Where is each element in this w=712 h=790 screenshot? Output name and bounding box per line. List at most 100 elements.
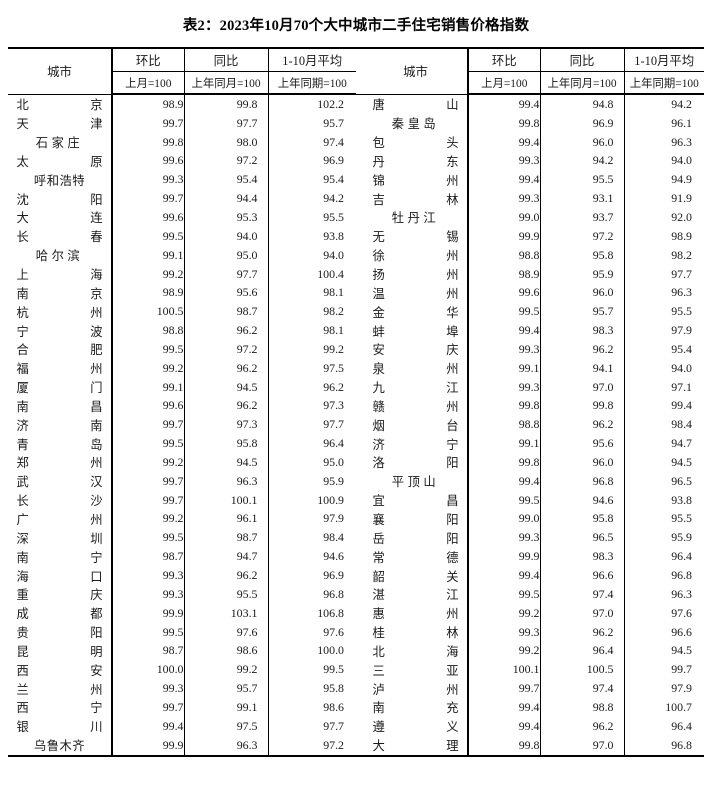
mom-value-right: 100.1: [467, 660, 540, 680]
city-name: 常德: [372, 550, 459, 565]
city-name: 大连: [16, 211, 103, 226]
price-index-table-wrapper: 城市 环比 同比 1-10月平均 城市 环比 同比 1-10月平均 上月=100…: [8, 47, 704, 757]
yoy-value-right: 96.2: [539, 622, 624, 642]
mom-value-right: 98.8: [467, 415, 540, 435]
city-cell-left: 石家庄: [8, 133, 112, 152]
city-name: 深圳: [16, 531, 103, 546]
city-name: 泉州: [372, 362, 459, 377]
avg-value-right: 98.4: [623, 415, 704, 435]
avg-value-right: 95.4: [623, 339, 704, 359]
mom-value-right: 99.1: [467, 434, 540, 454]
yoy-value-right: 97.2: [539, 226, 624, 246]
row-spacer: [356, 152, 364, 171]
avg-value-left: 95.9: [267, 471, 356, 491]
city-name: 成都: [16, 607, 103, 622]
city-name: 扬州: [372, 268, 459, 283]
yoy-value-left: 99.8: [183, 94, 268, 114]
city-name: 杭州: [16, 305, 103, 320]
mom-value-right: 99.4: [467, 471, 540, 491]
city-name: 宜昌: [372, 494, 459, 509]
avg-value-left: 93.8: [267, 226, 356, 246]
avg-value-left: 97.5: [267, 358, 356, 378]
yoy-value-right: 97.0: [539, 603, 624, 623]
city-name: 合肥: [16, 343, 103, 358]
avg-value-right: 96.3: [623, 584, 704, 604]
city-cell-right: 吉林: [364, 189, 468, 208]
mom-value-left: 99.2: [111, 509, 184, 529]
city-cell-left: 沈阳: [8, 189, 112, 208]
mom-value-left: 98.9: [111, 94, 184, 114]
city-cell-left: 西宁: [8, 698, 112, 717]
city-cell-left: 青岛: [8, 434, 112, 453]
mom-value-right: 99.8: [467, 396, 540, 416]
city-cell-right: 洛阳: [364, 453, 468, 472]
avg-value-left: 94.0: [267, 245, 356, 265]
city-cell-right: 平顶山: [364, 472, 468, 491]
yoy-value-left: 100.1: [183, 490, 268, 510]
city-cell-left: 上海: [8, 265, 112, 284]
row-spacer: [356, 397, 364, 416]
city-name: 银川: [16, 720, 103, 735]
city-cell-right: 遵义: [364, 717, 468, 736]
avg-value-right: 94.5: [623, 453, 704, 472]
city-name: 岳阳: [372, 531, 459, 546]
city-name: 丹东: [372, 154, 459, 169]
city-name: 大理: [372, 739, 459, 754]
mom-value-left: 99.4: [111, 716, 184, 736]
yoy-value-right: 96.2: [539, 339, 624, 359]
avg-value-left: 94.6: [267, 547, 356, 567]
table-row: 长沙 99.7 100.1 100.9 宜昌 99.5 94.6 93.8: [8, 490, 704, 510]
avg-value-left: 96.2: [267, 377, 356, 397]
header-avg-left: 1-10月平均: [267, 49, 356, 72]
row-spacer: [356, 623, 364, 642]
row-spacer: [356, 189, 364, 208]
yoy-value-left: 99.2: [183, 660, 268, 680]
yoy-value-left: 97.7: [183, 113, 268, 133]
row-spacer: [356, 736, 364, 755]
avg-value-left: 95.0: [267, 453, 356, 472]
yoy-value-right: 98.8: [539, 698, 624, 717]
row-spacer: [356, 528, 364, 547]
avg-value-right: 95.5: [623, 509, 704, 529]
table-row: 厦门 99.1 94.5 96.2 九江 99.3 97.0 97.1: [8, 377, 704, 397]
city-name: 韶关: [372, 569, 459, 584]
avg-value-left: 97.6: [267, 622, 356, 642]
mom-value-left: 98.7: [111, 547, 184, 567]
mom-value-right: 98.8: [467, 245, 540, 265]
row-spacer: [356, 208, 364, 227]
mom-value-left: 98.8: [111, 321, 184, 340]
yoy-value-left: 96.2: [183, 396, 268, 416]
avg-value-right: 96.4: [623, 716, 704, 736]
avg-value-left: 99.5: [267, 660, 356, 680]
city-cell-left: 广州: [8, 510, 112, 529]
city-name: 无锡: [372, 230, 459, 245]
yoy-value-right: 99.8: [539, 396, 624, 416]
yoy-value-left: 97.2: [183, 339, 268, 359]
table-head: 城市 环比 同比 1-10月平均 城市 环比 同比 1-10月平均 上月=100…: [8, 49, 704, 95]
mom-value-left: 99.3: [111, 566, 184, 585]
table-row: 济南 99.7 97.3 97.7 烟台 98.8 96.2 98.4: [8, 415, 704, 435]
city-name: 蚌埠: [372, 324, 459, 339]
city-cell-right: 包头: [364, 133, 468, 152]
city-name: 郑州: [16, 456, 103, 471]
city-cell-right: 泉州: [364, 359, 468, 378]
mom-value-left: 99.8: [111, 132, 184, 152]
city-cell-right: 烟台: [364, 415, 468, 434]
yoy-value-right: 96.4: [539, 641, 624, 661]
header-city-left: 城市: [8, 49, 112, 95]
row-spacer: [356, 283, 364, 302]
avg-value-left: 96.9: [267, 151, 356, 171]
mom-value-left: 99.7: [111, 189, 184, 209]
avg-value-left: 97.2: [267, 735, 356, 755]
yoy-value-right: 97.0: [539, 735, 624, 755]
row-spacer: [356, 604, 364, 623]
yoy-value-left: 97.5: [183, 716, 268, 736]
header-yoy-right: 同比: [539, 49, 624, 72]
city-name: 北海: [372, 644, 459, 659]
avg-value-right: 91.9: [623, 189, 704, 209]
city-name: 南宁: [16, 550, 103, 565]
mom-value-left: 99.2: [111, 358, 184, 378]
table-row: 重庆 99.3 95.5 96.8 湛江 99.5 97.4 96.3: [8, 584, 704, 604]
city-name: 济宁: [372, 437, 459, 452]
table-row: 长春 99.5 94.0 93.8 无锡 99.9 97.2 98.9: [8, 226, 704, 246]
